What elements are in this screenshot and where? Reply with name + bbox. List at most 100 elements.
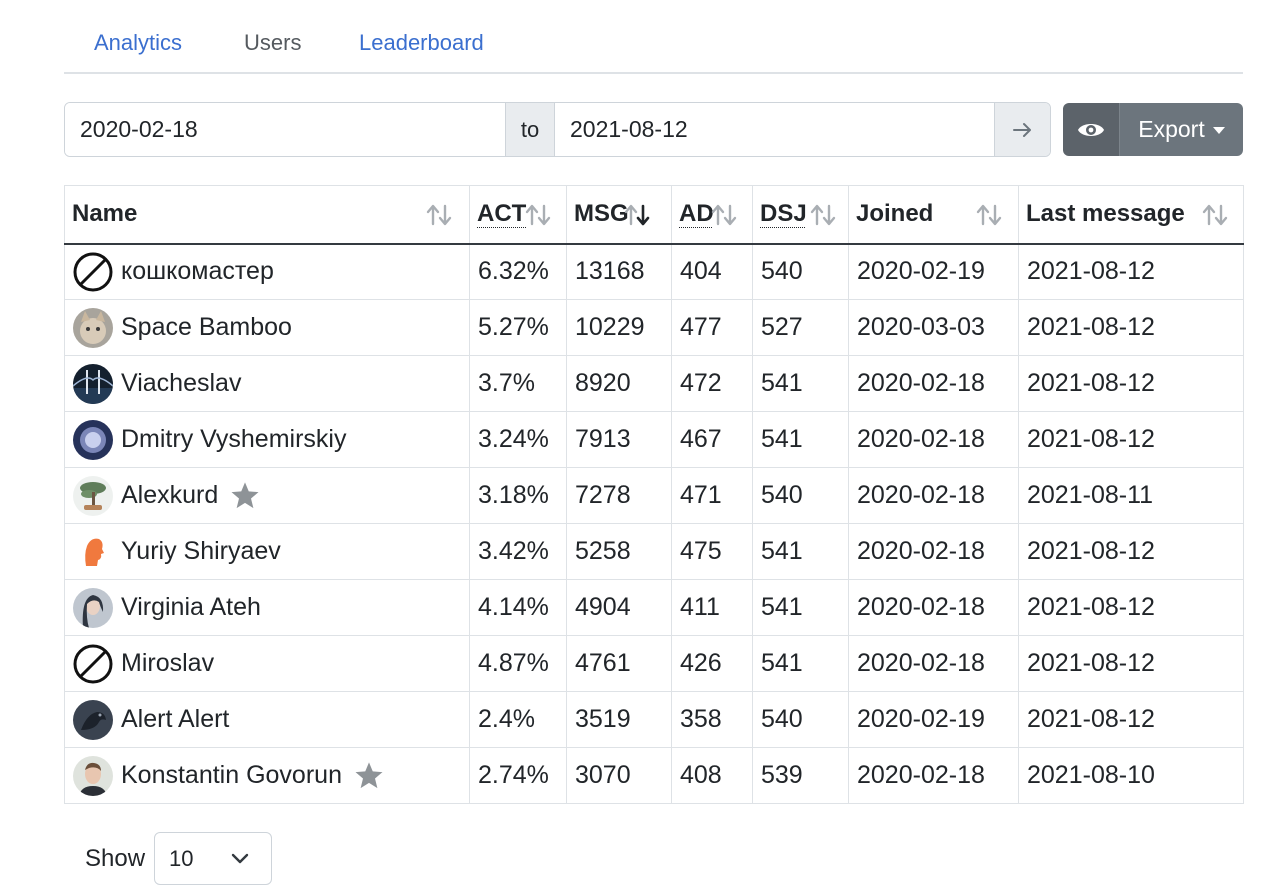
user-cell: Space Bamboo	[64, 299, 470, 356]
msg-cell: 4761	[566, 635, 672, 692]
dsj-cell: 541	[752, 579, 849, 636]
msg-cell: 8920	[566, 355, 672, 412]
user-cell: Dmitry Vyshemirskiy	[64, 411, 470, 468]
page-size-select[interactable]: 10	[154, 832, 273, 885]
dsj-cell: 539	[752, 747, 849, 804]
tab-leaderboard[interactable]: Leaderboard	[359, 30, 484, 55]
tab-analytics[interactable]: Analytics	[94, 30, 183, 55]
msg-cell: 3519	[566, 691, 672, 748]
table-row: Miroslav 4.87% 4761 426 541 2020-02-18 2…	[64, 635, 1244, 692]
joined-cell: 2020-02-18	[848, 579, 1019, 636]
user-cell: Alexkurd	[64, 467, 470, 524]
user-cell: кошкомастер	[64, 243, 470, 300]
user-cell: Yuriy Shiryaev	[64, 523, 470, 580]
act-cell: 3.42%	[469, 523, 567, 580]
act-cell: 3.18%	[469, 467, 567, 524]
user-cell: Viacheslav	[64, 355, 470, 412]
ad-cell: 411	[671, 579, 753, 636]
last-message-cell: 2021-08-12	[1018, 691, 1244, 748]
user-name-link[interactable]: Alexkurd	[121, 481, 219, 509]
night-bridge-avatar	[73, 363, 113, 404]
user-name-link[interactable]: Viacheslav	[121, 369, 242, 397]
export-dropdown-button[interactable]: Export	[1120, 103, 1243, 156]
user-name-link[interactable]: Virginia Ateh	[121, 593, 261, 621]
joined-cell: 2020-02-18	[848, 523, 1019, 580]
table-row: кошкомастер 6.32% 13168 404 540 2020-02-…	[64, 243, 1244, 300]
sort-icon	[976, 204, 1002, 226]
dsj-cell: 541	[752, 635, 849, 692]
user-name-link[interactable]: Alert Alert	[121, 705, 230, 733]
user-name-link[interactable]: Dmitry Vyshemirskiy	[121, 425, 347, 453]
star-icon	[231, 482, 259, 509]
last-message-cell: 2021-08-12	[1018, 299, 1244, 356]
last-message-cell: 2021-08-11	[1018, 467, 1244, 524]
col-header-msg[interactable]: MSG	[566, 185, 672, 245]
user-cell: Miroslav	[64, 635, 470, 692]
orange-profile-avatar	[73, 531, 113, 572]
act-cell: 3.7%	[469, 355, 567, 412]
moon-avatar	[73, 419, 113, 460]
msg-cell: 10229	[566, 299, 672, 356]
last-message-cell: 2021-08-12	[1018, 411, 1244, 468]
col-header-name[interactable]: Name	[64, 185, 470, 245]
ad-cell: 467	[671, 411, 753, 468]
user-cell: Alert Alert	[64, 691, 470, 748]
joined-cell: 2020-02-18	[848, 747, 1019, 804]
last-message-cell: 2021-08-12	[1018, 243, 1244, 300]
msg-cell: 5258	[566, 523, 672, 580]
user-name-link[interactable]: кошкомастер	[121, 257, 274, 286]
table-row: Alexkurd 3.18% 7278 471 540 2020-02-18 2…	[64, 467, 1244, 524]
act-cell: 2.4%	[469, 691, 567, 748]
user-name-link[interactable]: Miroslav	[121, 649, 215, 677]
joined-cell: 2020-02-18	[848, 355, 1019, 412]
table-row: Yuriy Shiryaev 3.42% 5258 475 541 2020-0…	[64, 523, 1244, 580]
msg-cell: 13168	[566, 243, 672, 300]
date-from-input[interactable]	[65, 103, 506, 156]
show-label: Show	[85, 844, 146, 872]
ad-cell: 358	[671, 691, 753, 748]
last-message-cell: 2021-08-12	[1018, 635, 1244, 692]
arrow-right-icon	[1012, 122, 1031, 137]
act-cell: 4.87%	[469, 635, 567, 692]
tab-users[interactable]: Users	[244, 30, 302, 55]
blocked-icon	[73, 252, 113, 292]
ad-cell: 426	[671, 635, 753, 692]
col-header-last-message[interactable]: Last message	[1018, 185, 1244, 245]
last-message-cell: 2021-08-12	[1018, 579, 1244, 636]
ad-cell: 472	[671, 355, 753, 412]
sort-icon	[810, 204, 836, 226]
table-row: Dmitry Vyshemirskiy 3.24% 7913 467 541 2…	[64, 411, 1244, 468]
last-message-cell: 2021-08-12	[1018, 355, 1244, 412]
act-cell: 6.32%	[469, 243, 567, 300]
msg-cell: 3070	[566, 747, 672, 804]
ad-cell: 471	[671, 467, 753, 524]
act-cell: 4.14%	[469, 579, 567, 636]
act-cell: 5.27%	[469, 299, 567, 356]
joined-cell: 2020-02-18	[848, 635, 1019, 692]
sort-icon	[525, 204, 551, 226]
date-to-input[interactable]	[555, 103, 995, 156]
ad-cell: 404	[671, 243, 753, 300]
msg-cell: 7913	[566, 411, 672, 468]
export-button-group: Export	[1063, 103, 1243, 156]
col-header-ad[interactable]: AD	[671, 185, 753, 245]
joined-cell: 2020-02-18	[848, 467, 1019, 524]
preview-button[interactable]	[1063, 103, 1120, 156]
col-header-joined[interactable]: Joined	[848, 185, 1019, 245]
sort-icon	[426, 204, 452, 226]
joined-cell: 2020-02-19	[848, 243, 1019, 300]
dsj-cell: 540	[752, 467, 849, 524]
user-name-link[interactable]: Yuriy Shiryaev	[121, 537, 281, 565]
apply-range-button[interactable]	[994, 103, 1050, 156]
chevron-down-icon	[231, 853, 249, 863]
dsj-cell: 541	[752, 411, 849, 468]
msg-cell: 4904	[566, 579, 672, 636]
user-name-link[interactable]: Space Bamboo	[121, 313, 292, 341]
dsj-cell: 527	[752, 299, 849, 356]
user-name-link[interactable]: Konstantin Govorun	[121, 761, 342, 789]
col-header-act[interactable]: ACT	[469, 185, 567, 245]
dsj-cell: 540	[752, 243, 849, 300]
col-header-dsj[interactable]: DSJ	[752, 185, 849, 245]
eye-icon	[1078, 123, 1104, 136]
ad-cell: 408	[671, 747, 753, 804]
